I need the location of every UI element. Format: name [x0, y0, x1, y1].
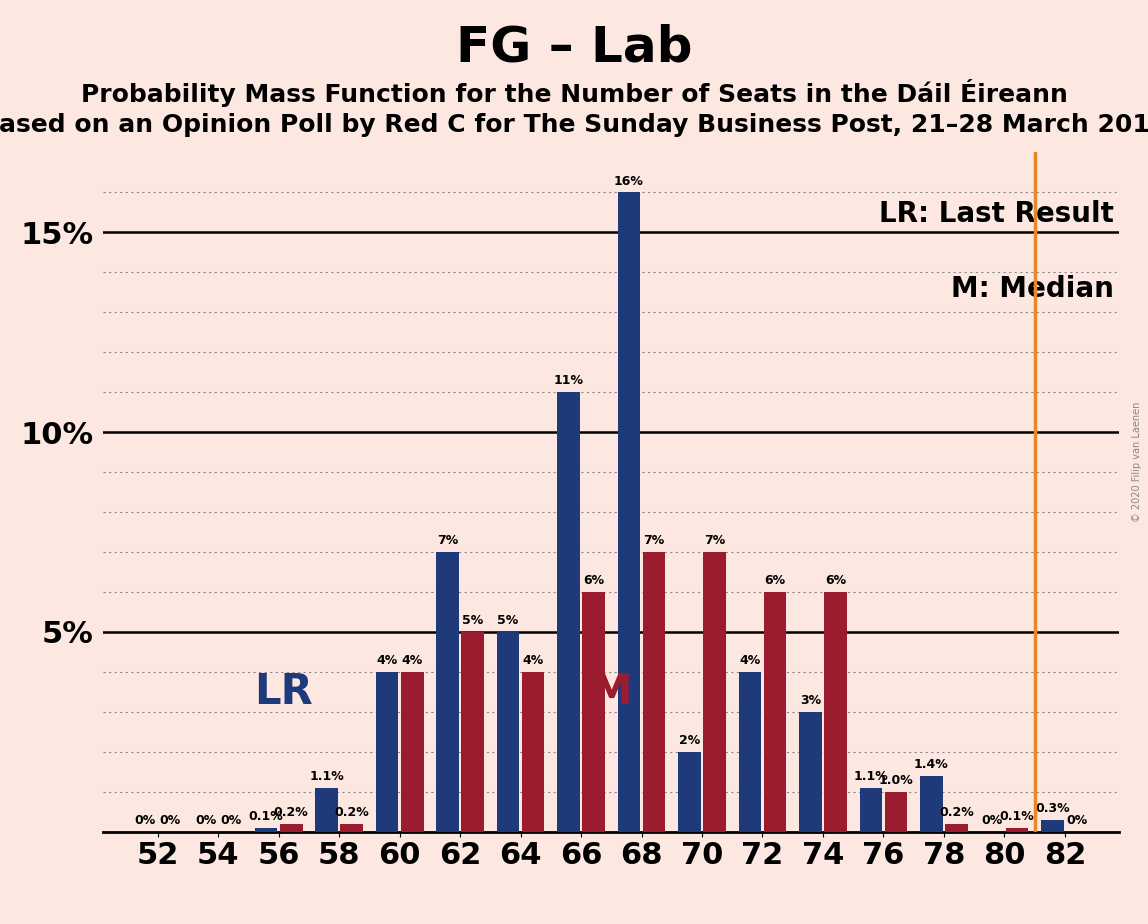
Text: FG – Lab: FG – Lab [456, 23, 692, 71]
Text: 5%: 5% [497, 614, 519, 627]
Text: 0.2%: 0.2% [939, 806, 974, 819]
Text: 6%: 6% [765, 574, 785, 587]
Bar [763, 592, 786, 832]
Text: Probability Mass Function for the Number of Seats in the Dáil Éireann: Probability Mass Function for the Number… [80, 79, 1068, 106]
Bar [860, 787, 882, 832]
Bar [255, 828, 278, 832]
Text: 0.1%: 0.1% [1000, 809, 1034, 822]
Text: 0%: 0% [1066, 814, 1088, 827]
Text: 0.2%: 0.2% [334, 806, 370, 819]
Bar [316, 787, 338, 832]
Bar [436, 552, 459, 832]
Bar [280, 823, 303, 832]
Text: LR: Last Result: LR: Last Result [879, 200, 1115, 228]
Text: 11%: 11% [553, 374, 583, 387]
Text: 0.1%: 0.1% [249, 809, 284, 822]
Text: 0%: 0% [982, 814, 1002, 827]
Text: 7%: 7% [704, 534, 726, 547]
Bar [824, 592, 847, 832]
Text: 1.0%: 1.0% [878, 774, 914, 787]
Bar [401, 672, 424, 832]
Text: 3%: 3% [800, 694, 821, 707]
Text: LR: LR [255, 671, 313, 712]
Bar [618, 192, 641, 832]
Text: 1.1%: 1.1% [853, 770, 889, 783]
Text: 0.3%: 0.3% [1035, 802, 1070, 815]
Text: 0%: 0% [134, 814, 156, 827]
Bar [643, 552, 666, 832]
Text: 16%: 16% [614, 175, 644, 188]
Bar [799, 711, 822, 832]
Bar [582, 592, 605, 832]
Text: 1.1%: 1.1% [309, 770, 344, 783]
Text: 0.2%: 0.2% [274, 806, 309, 819]
Text: © 2020 Filip van Laenen: © 2020 Filip van Laenen [1132, 402, 1142, 522]
Bar [1041, 820, 1064, 832]
Bar [738, 672, 761, 832]
Text: 4%: 4% [377, 654, 397, 667]
Bar [340, 823, 363, 832]
Bar [1006, 828, 1029, 832]
Text: 4%: 4% [739, 654, 761, 667]
Bar [557, 392, 580, 832]
Text: Based on an Opinion Poll by Red C for The Sunday Business Post, 21–28 March 2019: Based on an Opinion Poll by Red C for Th… [0, 113, 1148, 137]
Text: 6%: 6% [825, 574, 846, 587]
Text: 5%: 5% [461, 614, 483, 627]
Bar [522, 672, 544, 832]
Text: M: Median: M: Median [952, 274, 1115, 303]
Bar [920, 775, 943, 832]
Bar [497, 632, 519, 832]
Text: 0%: 0% [195, 814, 216, 827]
Text: 2%: 2% [678, 734, 700, 747]
Bar [704, 552, 726, 832]
Text: 7%: 7% [437, 534, 458, 547]
Bar [461, 632, 484, 832]
Text: 4%: 4% [402, 654, 422, 667]
Text: 6%: 6% [583, 574, 604, 587]
Bar [375, 672, 398, 832]
Bar [885, 792, 907, 832]
Text: 1.4%: 1.4% [914, 758, 948, 771]
Text: 7%: 7% [644, 534, 665, 547]
Bar [945, 823, 968, 832]
Text: 4%: 4% [522, 654, 544, 667]
Text: 0%: 0% [220, 814, 241, 827]
Bar [678, 752, 700, 832]
Text: M: M [590, 671, 631, 712]
Text: 0%: 0% [160, 814, 181, 827]
